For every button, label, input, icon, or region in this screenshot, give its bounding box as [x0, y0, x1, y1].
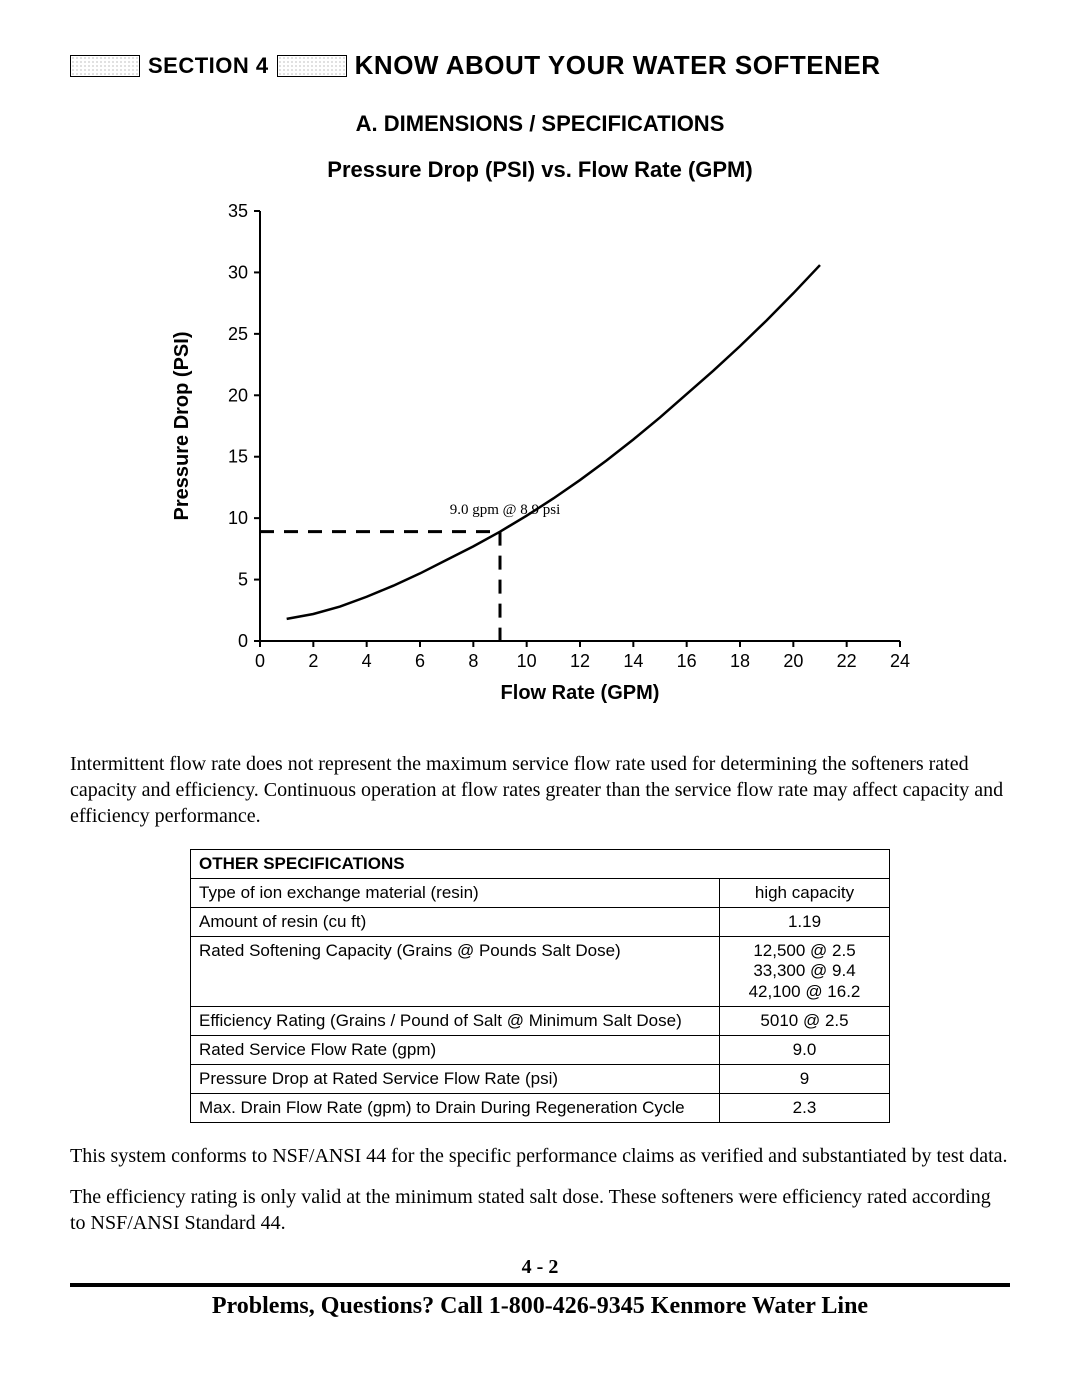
spec-value: 12,500 @ 2.533,300 @ 9.442,100 @ 16.2: [720, 937, 890, 1007]
section-label: SECTION 4: [148, 53, 269, 79]
page: SECTION 4 KNOW ABOUT YOUR WATER SOFTENER…: [0, 0, 1080, 1350]
subsection-title: A. DIMENSIONS / SPECIFICATIONS: [70, 111, 1010, 137]
svg-text:14: 14: [623, 651, 643, 671]
spec-value: high capacity: [720, 879, 890, 908]
section-title: KNOW ABOUT YOUR WATER SOFTENER: [355, 50, 881, 81]
spec-table: OTHER SPECIFICATIONSType of ion exchange…: [190, 849, 890, 1123]
svg-text:12: 12: [570, 651, 590, 671]
svg-text:4: 4: [362, 651, 372, 671]
spec-label: Rated Service Flow Rate (gpm): [191, 1036, 720, 1065]
svg-text:35: 35: [228, 201, 248, 221]
svg-text:6: 6: [415, 651, 425, 671]
pressure-drop-chart: 05101520253035024681012141618202224Flow …: [160, 191, 920, 711]
svg-text:10: 10: [517, 651, 537, 671]
svg-text:9.0 gpm @ 8.9 psi: 9.0 gpm @ 8.9 psi: [450, 502, 561, 518]
table-row: Rated Service Flow Rate (gpm)9.0: [191, 1036, 890, 1065]
footer-help-line: Problems, Questions? Call 1-800-426-9345…: [70, 1283, 1010, 1320]
table-row: Amount of resin (cu ft)1.19: [191, 908, 890, 937]
paragraph-efficiency: The efficiency rating is only valid at t…: [70, 1184, 1010, 1236]
section-header: SECTION 4 KNOW ABOUT YOUR WATER SOFTENER: [70, 50, 1010, 81]
spec-label: Max. Drain Flow Rate (gpm) to Drain Duri…: [191, 1094, 720, 1123]
svg-text:16: 16: [677, 651, 697, 671]
svg-text:20: 20: [783, 651, 803, 671]
spec-value: 2.3: [720, 1094, 890, 1123]
svg-text:2: 2: [308, 651, 318, 671]
spec-value: 5010 @ 2.5: [720, 1007, 890, 1036]
paragraph-nsf: This system conforms to NSF/ANSI 44 for …: [70, 1143, 1010, 1169]
svg-text:15: 15: [228, 447, 248, 467]
svg-text:10: 10: [228, 508, 248, 528]
svg-text:0: 0: [255, 651, 265, 671]
table-row: Efficiency Rating (Grains / Pound of Sal…: [191, 1007, 890, 1036]
spec-value: 9: [720, 1065, 890, 1094]
table-row: Type of ion exchange material (resin)hig…: [191, 879, 890, 908]
decoration-box-right: [277, 55, 347, 77]
svg-text:30: 30: [228, 262, 248, 282]
svg-text:22: 22: [837, 651, 857, 671]
spec-label: Efficiency Rating (Grains / Pound of Sal…: [191, 1007, 720, 1036]
svg-text:20: 20: [228, 385, 248, 405]
spec-value: 9.0: [720, 1036, 890, 1065]
page-number: 4 - 2: [70, 1256, 1010, 1279]
chart-container: 05101520253035024681012141618202224Flow …: [70, 191, 1010, 711]
spec-table-header: OTHER SPECIFICATIONS: [191, 850, 890, 879]
svg-text:18: 18: [730, 651, 750, 671]
svg-text:24: 24: [890, 651, 910, 671]
svg-text:0: 0: [238, 631, 248, 651]
svg-text:Flow Rate (GPM): Flow Rate (GPM): [501, 682, 660, 704]
svg-text:5: 5: [238, 570, 248, 590]
spec-label: Pressure Drop at Rated Service Flow Rate…: [191, 1065, 720, 1094]
svg-text:25: 25: [228, 324, 248, 344]
spec-value: 1.19: [720, 908, 890, 937]
decoration-box-left: [70, 55, 140, 77]
paragraph-intermittent: Intermittent flow rate does not represen…: [70, 751, 1010, 829]
spec-label: Type of ion exchange material (resin): [191, 879, 720, 908]
svg-text:8: 8: [468, 651, 478, 671]
svg-text:Pressure Drop (PSI): Pressure Drop (PSI): [171, 332, 193, 521]
table-row: Max. Drain Flow Rate (gpm) to Drain Duri…: [191, 1094, 890, 1123]
table-row: Rated Softening Capacity (Grains @ Pound…: [191, 937, 890, 1007]
spec-label: Rated Softening Capacity (Grains @ Pound…: [191, 937, 720, 1007]
chart-title: Pressure Drop (PSI) vs. Flow Rate (GPM): [70, 157, 1010, 183]
table-row: Pressure Drop at Rated Service Flow Rate…: [191, 1065, 890, 1094]
spec-label: Amount of resin (cu ft): [191, 908, 720, 937]
